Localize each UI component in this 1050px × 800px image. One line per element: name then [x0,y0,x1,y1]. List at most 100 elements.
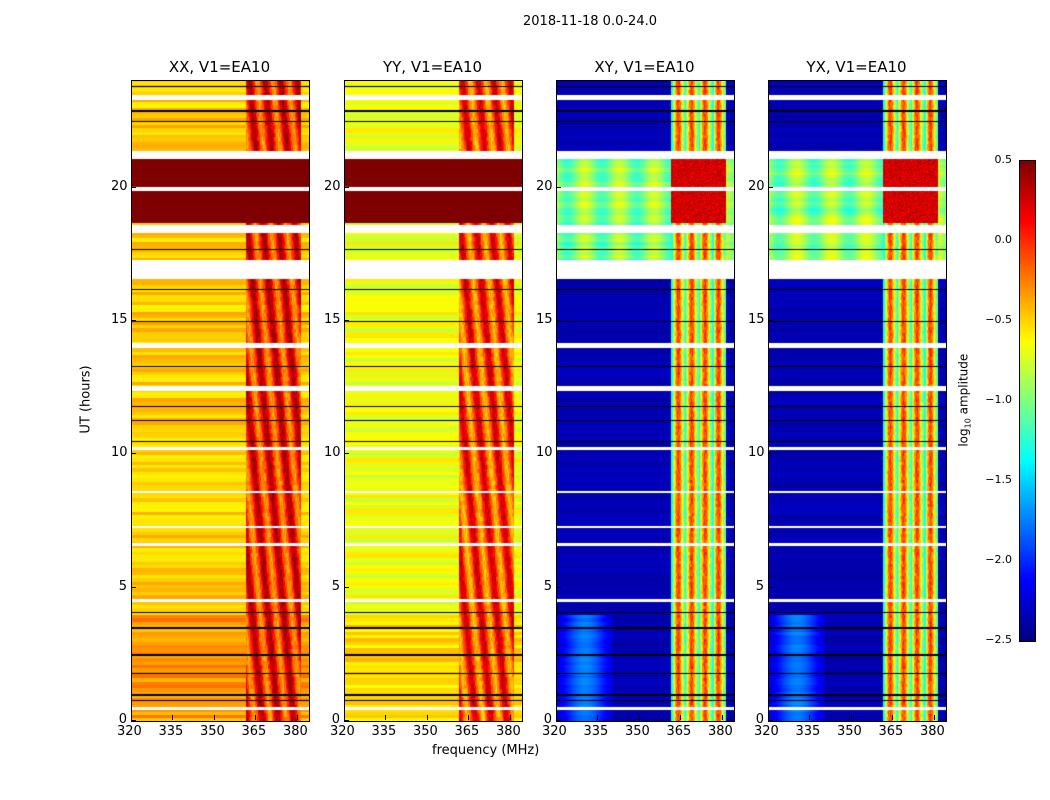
colorbar-tick-label: −2.5 [985,633,1012,646]
y-tick-label: 0 [755,712,764,727]
y-tick-mark [131,720,136,721]
panel-title: YX, V1=EA10 [806,58,907,76]
y-tick-mark [344,186,349,188]
y-tick-label: 15 [324,312,341,327]
y-tick-mark [131,453,136,455]
heatmap-panel-yy [344,80,523,722]
x-tick-mark [680,715,682,720]
y-tick-label: 5 [755,578,764,594]
x-tick-label: 365 [241,724,267,739]
x-tick-mark [768,715,769,720]
x-tick-mark [213,715,215,720]
y-tick-label: 15 [536,312,553,327]
y-tick-mark [344,320,349,321]
y-tick-label: 20 [111,178,128,194]
x-tick-label: 335 [158,724,184,739]
x-tick-mark [638,715,640,720]
y-tick-mark [556,320,561,321]
y-tick-label: 10 [111,445,128,461]
x-tick-label: 380 [495,724,521,739]
x-tick-label: 335 [371,724,397,739]
x-tick-label: 320 [117,724,142,739]
y-tick-mark [768,720,773,721]
x-tick-mark [509,715,511,720]
x-tick-label: 350 [412,724,438,739]
x-tick-label: 380 [919,724,945,739]
heatmap-panel-yx [768,80,947,722]
y-tick-mark [344,453,349,455]
y-tick-mark [344,586,349,588]
y-tick-label: 15 [111,312,128,327]
panel-title: XX, V1=EA10 [168,58,271,76]
y-tick-label: 10 [536,445,553,461]
x-tick-mark [131,715,132,720]
x-tick-label: 335 [583,724,609,739]
x-tick-label: 380 [282,724,308,739]
y-tick-label: 0 [331,712,340,727]
colorbar-label-rest: amplitude [956,353,971,419]
colorbar [1019,160,1036,642]
y-tick-mark [131,186,136,188]
colorbar-tick-label: 0.5 [994,153,1013,166]
x-tick-mark [426,715,428,720]
colorbar-tick-label: −1.5 [985,473,1012,486]
y-tick-mark [556,186,561,188]
y-tick-label: 5 [118,578,127,594]
y-tick-label: 10 [324,445,341,461]
y-tick-label: 10 [748,445,765,461]
y-tick-mark [344,720,349,721]
x-tick-label: 365 [666,724,692,739]
x-tick-label: 380 [707,724,733,739]
y-tick-mark [768,320,773,321]
y-tick-mark [768,586,773,588]
colorbar-tick-label: −0.5 [985,313,1012,326]
x-tick-label: 365 [878,724,904,739]
x-axis-label: frequency (MHz) [432,743,540,758]
x-tick-mark [296,715,298,720]
heatmap-panel-xx [131,80,310,722]
y-tick-mark [131,586,136,588]
y-tick-label: 0 [543,712,552,727]
x-tick-label: 320 [754,724,779,739]
y-tick-mark [556,453,561,455]
colorbar-label-main: log [956,428,971,447]
y-tick-label: 20 [324,178,341,194]
colorbar-tick-label: −1.0 [985,393,1012,406]
x-tick-label: 320 [330,724,355,739]
x-tick-label: 350 [624,724,650,739]
colorbar-tick-label: −2.0 [985,553,1012,566]
y-axis-label: UT (hours) [78,365,94,434]
panel-title: XY, V1=EA10 [594,58,695,76]
y-tick-mark [556,720,561,721]
y-tick-label: 15 [748,312,765,327]
x-tick-mark [172,715,174,720]
x-tick-label: 350 [199,724,225,739]
x-tick-mark [892,715,894,720]
x-tick-label: 365 [454,724,480,739]
y-tick-mark [556,586,561,588]
y-tick-label: 0 [118,712,127,727]
y-tick-mark [131,320,136,321]
x-tick-mark [850,715,852,720]
y-tick-mark [768,453,773,455]
panel-title: YY, V1=EA10 [382,58,483,76]
x-tick-mark [933,715,935,720]
x-tick-mark [721,715,723,720]
x-tick-label: 335 [795,724,821,739]
x-tick-label: 350 [836,724,862,739]
x-tick-mark [468,715,470,720]
heatmap-panel-xy [556,80,735,722]
figure-title: 2018-11-18 0.0-24.0 [523,14,657,29]
x-tick-mark [255,715,257,720]
y-tick-label: 5 [543,578,552,594]
colorbar-label-sub: 10 [963,418,973,429]
y-tick-label: 5 [331,578,340,594]
y-tick-label: 20 [748,178,765,194]
y-tick-label: 20 [536,178,553,194]
y-tick-mark [768,186,773,188]
x-tick-mark [597,715,599,720]
x-tick-mark [344,715,345,720]
x-tick-mark [385,715,387,720]
x-tick-mark [809,715,811,720]
